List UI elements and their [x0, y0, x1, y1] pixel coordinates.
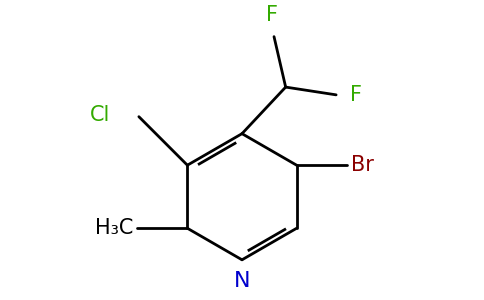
Text: Cl: Cl [90, 105, 110, 125]
Text: N: N [234, 272, 250, 291]
Text: F: F [266, 5, 278, 25]
Text: F: F [350, 85, 362, 105]
Text: H₃C: H₃C [95, 218, 133, 238]
Text: Br: Br [351, 155, 374, 175]
